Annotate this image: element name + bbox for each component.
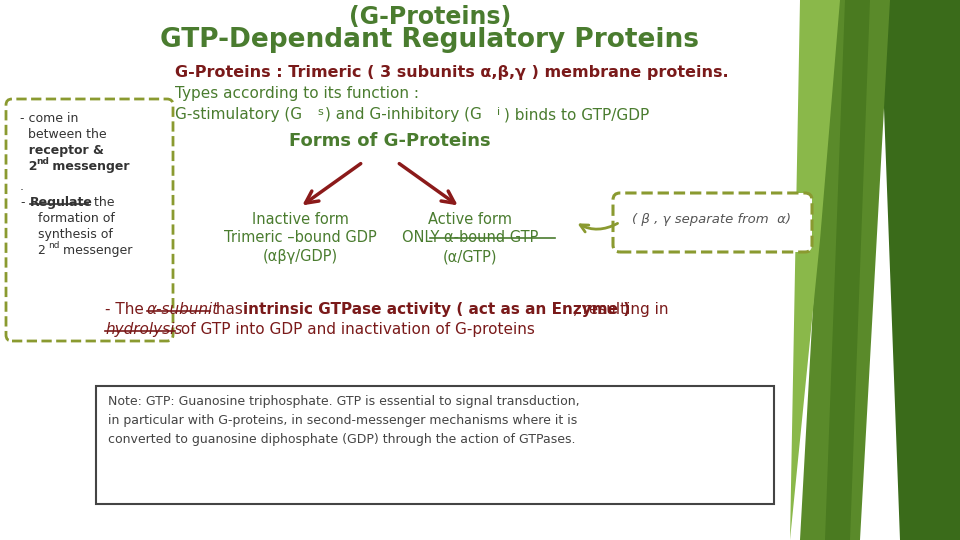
Text: ) binds to GTP/GDP: ) binds to GTP/GDP xyxy=(504,107,649,122)
Text: has: has xyxy=(211,302,248,317)
Text: receptor &: receptor & xyxy=(20,144,104,157)
Text: messenger: messenger xyxy=(59,244,132,257)
Text: (αβγ/GDP): (αβγ/GDP) xyxy=(262,249,338,264)
Text: Types according to its function :: Types according to its function : xyxy=(175,86,419,101)
Text: between the: between the xyxy=(20,128,107,141)
Text: ONLY α-bound GTP: ONLY α-bound GTP xyxy=(402,230,539,245)
Text: - The: - The xyxy=(105,302,149,317)
Text: i: i xyxy=(497,107,500,117)
Text: 2: 2 xyxy=(20,160,37,173)
Text: - come in: - come in xyxy=(20,112,79,125)
Text: hydrolysis: hydrolysis xyxy=(105,322,182,337)
Text: G-stimulatory (G: G-stimulatory (G xyxy=(175,107,302,122)
Text: formation of: formation of xyxy=(30,212,115,225)
Text: Inactive form: Inactive form xyxy=(252,212,348,227)
Text: Note: GTP: Guanosine triphosphate. GTP is essential to signal transduction,
in p: Note: GTP: Guanosine triphosphate. GTP i… xyxy=(108,395,580,446)
Text: 2: 2 xyxy=(30,244,46,257)
Polygon shape xyxy=(825,0,870,540)
Text: GTP-Dependant Regulatory Proteins: GTP-Dependant Regulatory Proteins xyxy=(160,27,700,53)
Text: Trimeric –bound GDP: Trimeric –bound GDP xyxy=(224,230,376,245)
Polygon shape xyxy=(790,0,840,540)
Text: (G-Proteins): (G-Proteins) xyxy=(348,5,511,29)
Text: Active form: Active form xyxy=(428,212,512,227)
Text: α-subunit: α-subunit xyxy=(147,302,219,317)
Text: of GTP into GDP and inactivation of G-proteins: of GTP into GDP and inactivation of G-pr… xyxy=(176,322,535,337)
Text: ( β , γ separate from  α): ( β , γ separate from α) xyxy=(633,213,791,226)
Text: the: the xyxy=(90,196,114,209)
Text: s: s xyxy=(317,107,323,117)
Text: ) and G-inhibitory (G: ) and G-inhibitory (G xyxy=(325,107,482,122)
Polygon shape xyxy=(800,0,890,540)
Text: synthesis of: synthesis of xyxy=(30,228,113,241)
Text: , resulting in: , resulting in xyxy=(573,302,668,317)
FancyBboxPatch shape xyxy=(96,386,774,504)
Text: (α/GTP): (α/GTP) xyxy=(443,249,497,264)
FancyBboxPatch shape xyxy=(6,99,173,341)
Text: Regulate: Regulate xyxy=(30,196,93,209)
FancyBboxPatch shape xyxy=(613,193,812,252)
Text: G-Proteins : Trimeric ( 3 subunits α,β,γ ) membrane proteins.: G-Proteins : Trimeric ( 3 subunits α,β,γ… xyxy=(175,65,729,80)
Text: nd: nd xyxy=(36,157,49,166)
Text: .: . xyxy=(20,180,24,193)
Polygon shape xyxy=(880,0,960,540)
Text: intrinsic GTPase activity ( act as an Enzyme ): intrinsic GTPase activity ( act as an En… xyxy=(243,302,630,317)
Text: -: - xyxy=(20,196,25,209)
Text: nd: nd xyxy=(48,241,60,250)
Text: messenger: messenger xyxy=(48,160,130,173)
Text: Forms of G-Proteins: Forms of G-Proteins xyxy=(289,132,491,150)
